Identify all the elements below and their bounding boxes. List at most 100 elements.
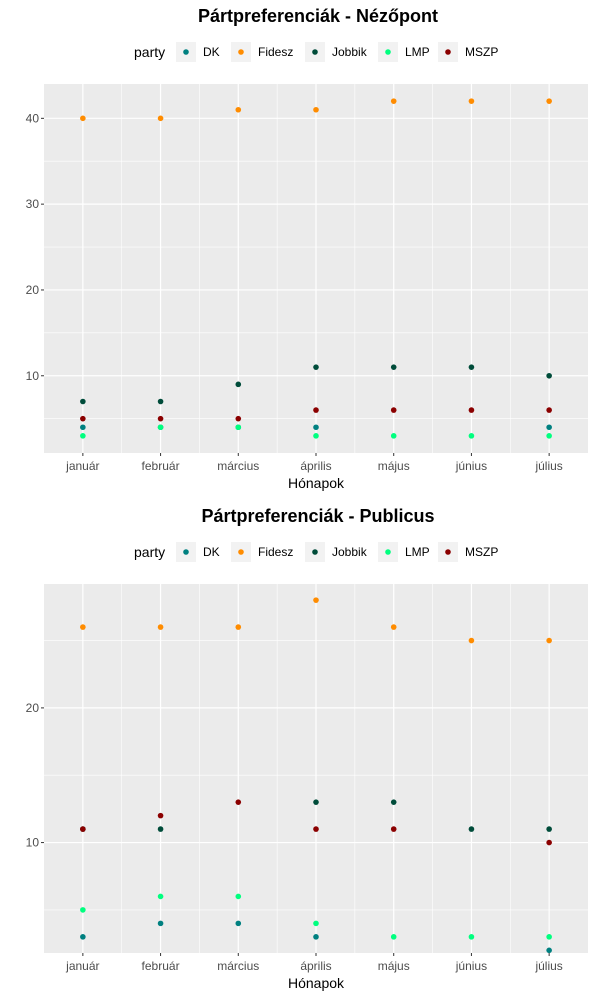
chart1-tick-label-x-julius: július — [534, 959, 562, 973]
chart0-legend-marker-dk — [183, 49, 189, 55]
chart1-point-jobbik-majus — [390, 799, 397, 805]
chart1-point-jobbik-junius — [468, 826, 475, 832]
chart1-point-lmp-februar — [157, 893, 164, 900]
chart0-point-lmp-junius — [468, 433, 475, 439]
chart1-legend-marker-mszp — [445, 549, 451, 555]
chart0-point-fidesz-majus — [390, 98, 397, 104]
chart1-tick-label-x-aprilis: április — [300, 959, 331, 973]
chart1-x-axis-title: Hónapok — [288, 975, 345, 991]
chart1-point-mszp-februar — [157, 812, 164, 819]
chart0-legend-label-dk: DK — [203, 45, 220, 59]
chart1-tick-label-x-majus: május — [378, 959, 410, 973]
chart0-point-mszp-februar — [157, 415, 164, 422]
chart1-point-fidesz-majus — [390, 624, 397, 630]
chart1-point-mszp-majus — [390, 826, 397, 832]
chart0-point-dk-julius — [546, 424, 552, 431]
chart1-point-mszp-aprilis — [313, 826, 319, 832]
chart1-point-lmp-majus — [390, 934, 397, 940]
chart0-point-jobbik-januar — [80, 398, 86, 405]
chart1-legend-marker-lmp — [385, 549, 391, 555]
chart1-tick-label-x-marcius: március — [217, 959, 259, 973]
chart0-point-jobbik-aprilis — [313, 364, 319, 370]
chart1-point-mszp-januar — [80, 826, 86, 832]
chart0-legend-label-mszp: MSZP — [465, 45, 498, 59]
chart0-point-lmp-marcius — [235, 424, 242, 431]
chart1-legend-marker-jobbik — [312, 549, 318, 555]
chart0-point-mszp-julius — [546, 407, 552, 413]
chart0-point-dk-januar — [80, 424, 86, 431]
chart1-legend-marker-dk — [183, 549, 189, 555]
chart0-tick-label-x-marcius: március — [217, 459, 259, 473]
chart0-point-lmp-majus — [390, 433, 397, 439]
chart1-point-fidesz-marcius — [235, 624, 242, 630]
chart0-point-fidesz-julius — [546, 98, 552, 104]
chart1-tick-label-y-20: 20 — [26, 701, 40, 715]
chart0-point-lmp-julius — [546, 433, 552, 439]
chart0-point-mszp-marcius — [235, 415, 242, 422]
chart0-legend-label-lmp: LMP — [405, 45, 430, 59]
chart0-legend-marker-fidesz — [238, 49, 244, 55]
chart1-legend-label-mszp: MSZP — [465, 545, 498, 559]
chart0-point-fidesz-aprilis — [313, 106, 319, 113]
chart0-tick-label-x-aprilis: április — [300, 459, 331, 473]
chart1-title: Pártpreferenciák - Publicus — [201, 506, 434, 526]
chart1-legend-label-fidesz: Fidesz — [258, 545, 293, 559]
chart1-point-jobbik-julius — [546, 826, 552, 832]
chart0-point-fidesz-februar — [157, 115, 164, 122]
chart0-point-jobbik-marcius — [235, 381, 242, 388]
chart0-legend-marker-jobbik — [312, 49, 318, 55]
chart1-point-jobbik-februar — [157, 826, 164, 832]
chart1-point-lmp-aprilis — [313, 920, 319, 927]
chart1-point-lmp-januar — [80, 907, 86, 913]
chart1-point-dk-marcius — [235, 920, 242, 927]
chart0-point-lmp-februar — [157, 424, 164, 431]
chart1-tick-label-x-januar: január — [65, 959, 99, 973]
chart0-point-fidesz-marcius — [235, 106, 242, 113]
chart1-legend-title: party — [134, 544, 165, 560]
chart0-point-lmp-januar — [80, 433, 86, 439]
chart0-legend-label-jobbik: Jobbik — [332, 45, 368, 59]
chart0-point-jobbik-februar — [157, 398, 164, 405]
chart1-tick-label-y-10: 10 — [26, 836, 40, 850]
chart0-point-mszp-majus — [390, 407, 397, 413]
chart0-tick-label-x-julius: július — [534, 459, 562, 473]
chart1-tick-label-x-junius: június — [455, 959, 487, 973]
chart0-tick-label-y-30: 30 — [26, 197, 40, 211]
chart-publicus: Pártpreferenciák - Publicus party DK Fidesz… — [26, 506, 588, 991]
chart1-tick-label-x-februar: február — [142, 959, 180, 973]
chart1-point-fidesz-julius — [546, 637, 552, 644]
chart1-point-dk-aprilis — [313, 934, 319, 940]
chart1-point-mszp-julius — [546, 839, 552, 846]
chart1-legend-label-lmp: LMP — [405, 545, 430, 559]
chart0-point-jobbik-julius — [546, 372, 552, 379]
chart0-tick-label-x-januar: január — [65, 459, 99, 473]
chart1-legend-label-jobbik: Jobbik — [332, 545, 368, 559]
chart1-point-dk-januar — [80, 934, 86, 940]
chart1-legend-label-dk: DK — [203, 545, 220, 559]
chart0-tick-label-y-10: 10 — [26, 369, 40, 383]
chart0-point-dk-aprilis — [313, 424, 319, 431]
chart1-point-lmp-julius — [546, 934, 552, 940]
chart1-point-fidesz-februar — [157, 624, 164, 630]
chart0-point-mszp-aprilis — [313, 407, 319, 413]
chart0-tick-label-y-20: 20 — [26, 283, 40, 297]
chart1-point-fidesz-junius — [468, 637, 475, 644]
chart0-point-fidesz-junius — [468, 98, 475, 104]
chart1-point-lmp-junius — [468, 934, 475, 940]
chart1-point-dk-februar — [157, 920, 164, 927]
chart0-tick-label-y-40: 40 — [26, 111, 40, 125]
chart-nezopont: Pártpreferenciák - Nézőpont party DK Fidesz… — [26, 6, 588, 491]
chart0-legend-title: party — [134, 44, 165, 60]
chart0-point-jobbik-junius — [468, 364, 475, 370]
chart0-tick-label-x-februar: február — [142, 459, 180, 473]
chart0-legend-label-fidesz: Fidesz — [258, 45, 293, 59]
chart0-title: Pártpreferenciák - Nézőpont — [198, 6, 438, 26]
chart0-point-jobbik-majus — [390, 364, 397, 370]
chart1-legend-marker-fidesz — [238, 549, 244, 555]
chart0-point-mszp-junius — [468, 407, 475, 413]
chart1-point-lmp-marcius — [235, 893, 242, 900]
chart0-point-mszp-januar — [80, 415, 86, 422]
chart0-x-axis-title: Hónapok — [288, 475, 345, 491]
chart1-point-fidesz-januar — [80, 624, 86, 630]
chart0-point-lmp-aprilis — [313, 433, 319, 439]
